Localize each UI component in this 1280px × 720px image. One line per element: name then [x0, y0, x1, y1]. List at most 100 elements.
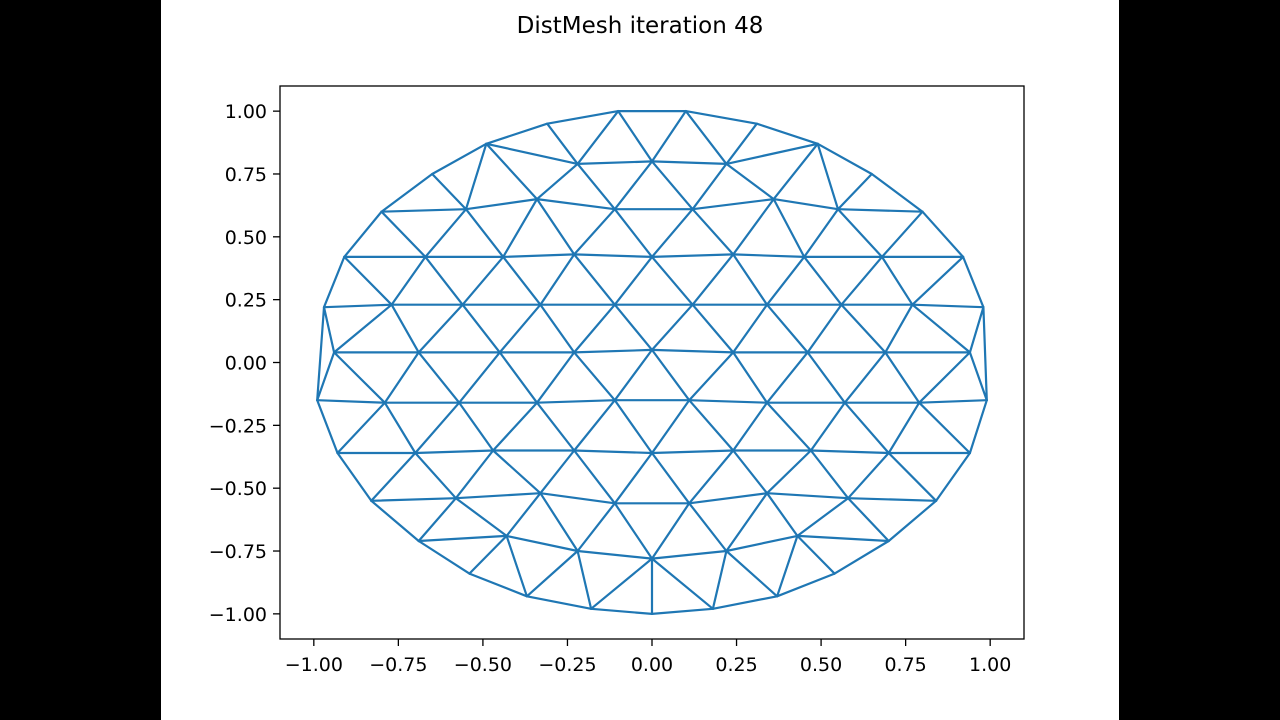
mesh-edge-25	[613, 160, 654, 211]
mesh-edge-130	[650, 348, 691, 402]
mesh-edge-136	[806, 351, 846, 404]
mesh-edge-109	[884, 303, 914, 354]
chart-title: DistMesh iteration 48	[517, 13, 764, 39]
mesh-edge-126	[613, 348, 654, 402]
mesh-edge-27	[535, 198, 616, 211]
mesh-edge-182	[650, 451, 691, 505]
mesh-edge-222	[525, 595, 593, 610]
mesh-edge-167	[968, 399, 988, 455]
mesh-edge-95	[461, 303, 501, 354]
mesh-edge-91	[417, 303, 464, 354]
y-tick-label-5: −0.25	[209, 415, 267, 437]
mesh-edge-55	[772, 198, 806, 258]
mesh-edge-8	[576, 160, 654, 165]
mesh-edge-153	[535, 401, 576, 452]
mesh-edge-73	[573, 253, 616, 306]
mesh-edge-205	[725, 534, 799, 553]
mesh-edge-173	[414, 451, 457, 500]
mesh-edge-4	[485, 142, 579, 165]
mesh-edge-79	[732, 253, 769, 306]
plot-area	[280, 86, 1024, 639]
mesh-edge-168	[918, 401, 972, 455]
mesh-edge-97	[573, 303, 616, 354]
mesh-edge-192	[846, 497, 938, 502]
x-tick-label-3: −0.25	[538, 654, 596, 676]
mesh-edge-203	[796, 497, 850, 538]
y-tick-label-4: 0.00	[225, 353, 267, 375]
mesh-edge-17	[725, 162, 775, 201]
mesh-edge-197	[417, 534, 508, 543]
mesh-edge-123	[535, 351, 576, 404]
mesh-edge-214	[613, 502, 654, 560]
mesh-edge-172	[454, 449, 495, 500]
mesh-edge-178	[613, 451, 654, 505]
mesh-edge-210	[417, 539, 471, 575]
mesh-edge-64	[322, 255, 346, 309]
mesh-edge-61	[921, 210, 965, 258]
mesh-edge-103	[732, 303, 769, 354]
mesh-edge-145	[316, 399, 339, 455]
y-tick-label-1: 0.75	[225, 164, 267, 186]
mesh-edge-36	[836, 208, 924, 213]
mesh-edge-202	[688, 502, 728, 553]
mesh-edge-217	[525, 549, 579, 598]
mesh-edge-174	[370, 497, 457, 502]
mesh-edge-47	[502, 253, 576, 258]
mesh-edge-19	[431, 142, 488, 176]
mesh-edge-218	[505, 534, 528, 598]
mesh-edge-43	[502, 198, 539, 258]
mesh-edge-38	[424, 208, 468, 258]
mesh-edge-62	[390, 255, 427, 306]
mesh-edge-65	[322, 303, 393, 309]
y-axis: 1.00 0.75 0.50 0.25 0.00 −0.25 −0.50 −0.75 −1.00	[209, 101, 280, 626]
mesh-edge-28	[691, 162, 728, 211]
mesh-edge-52	[732, 198, 775, 256]
mesh-edge-92	[390, 303, 420, 354]
mesh-edge-35	[772, 198, 840, 211]
mesh-edge-31	[691, 198, 775, 211]
mesh-edge-157	[573, 449, 654, 455]
mesh-edge-46	[535, 198, 576, 256]
mesh-edge-16	[485, 142, 539, 201]
mesh-edge-206	[887, 499, 938, 543]
mesh-edge-143	[918, 399, 988, 404]
mesh-edge-12	[650, 160, 728, 165]
mesh-edge-120	[458, 351, 501, 404]
mesh-edge-212	[796, 534, 836, 575]
mesh-edge-87	[911, 303, 985, 309]
mesh-edge-32	[816, 142, 873, 176]
mesh-edge-113	[911, 303, 972, 354]
mesh-edge-58	[836, 208, 884, 258]
mesh-edge-177	[454, 492, 542, 500]
mesh-edge-129	[688, 351, 735, 402]
mesh-edge-101	[613, 303, 654, 351]
mesh-edge-128	[535, 399, 616, 404]
mesh-edge-29	[650, 160, 694, 211]
mesh-edge-138	[918, 351, 972, 404]
mesh-edge-7	[617, 109, 654, 163]
mesh-edge-24	[380, 208, 468, 213]
mesh-edge-193	[417, 497, 457, 543]
mesh-edge-200	[505, 534, 579, 553]
mesh-edge-94	[498, 303, 542, 354]
mesh-edge-39	[380, 210, 427, 258]
mesh-chart: DistMesh iteration 48 −1.00 −0.75 −0.50 −0.…	[209, 13, 1025, 676]
mesh-edge-45	[573, 208, 616, 256]
mesh-edge-161	[809, 401, 846, 452]
mesh-edge-141	[968, 351, 988, 402]
mesh-edge-134	[688, 399, 769, 404]
mesh-edge-199	[539, 492, 579, 553]
mesh-edge-119	[316, 399, 386, 404]
x-axis: −1.00 −0.75 −0.50 −0.25 0.00 0.25 0.50 0.75 1.00	[285, 639, 1011, 676]
mesh-edge-132	[765, 351, 809, 404]
mesh-edge-179	[573, 449, 616, 505]
mesh-edge-40	[343, 210, 383, 258]
mesh-edge-67	[424, 255, 464, 306]
mesh-edge-118	[333, 351, 386, 404]
mesh-edge-166	[809, 449, 890, 455]
y-tick-label-0: 1.00	[225, 101, 267, 123]
mesh-edge-107	[765, 303, 809, 354]
mesh-edge-171	[336, 451, 373, 502]
mesh-edge-135	[843, 351, 887, 404]
mesh-edge-133	[732, 351, 769, 404]
